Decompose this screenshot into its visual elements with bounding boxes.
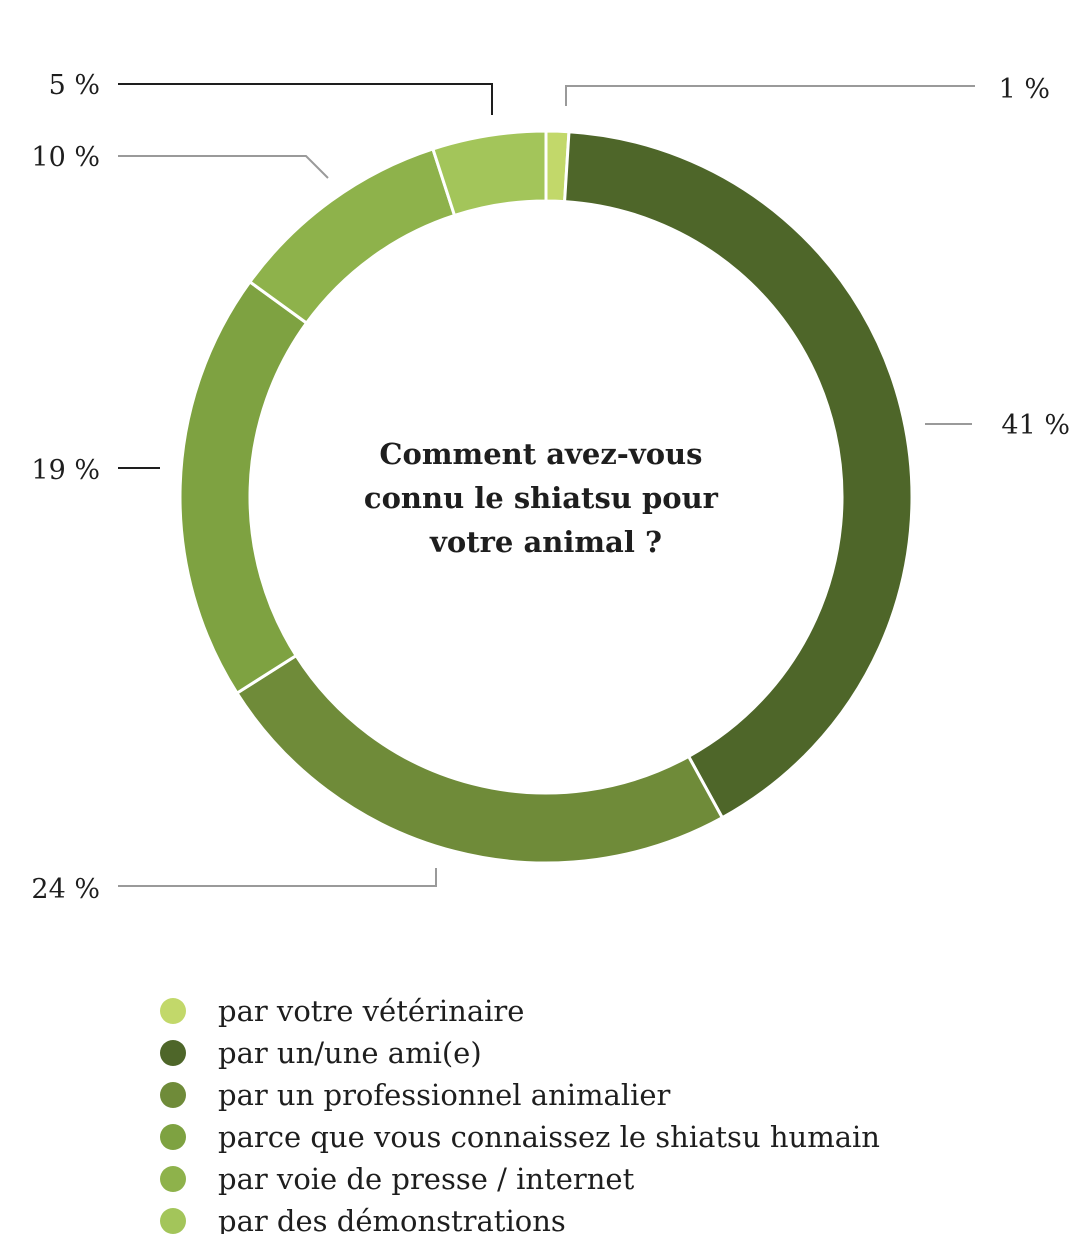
data-label: 10 %: [31, 142, 100, 173]
leader-line: [118, 868, 437, 887]
legend-swatch: [160, 1082, 186, 1108]
chart-legend: par votre vétérinaire par un/une ami(e) pa…: [160, 990, 1060, 1234]
legend-label: par voie de presse / internet: [218, 1162, 635, 1196]
donut-chart-canvas: 1 % 41 % 24 % 19 % 10 % 5 % Comment avez-vous…: [31, 70, 1070, 905]
donut-slice: [178, 279, 309, 696]
legend-item: par votre vétérinaire: [160, 990, 1060, 1032]
donut-slice: [247, 147, 457, 326]
leader-line: [118, 155, 329, 179]
chart-title: Comment avez-vous connu le shiatsu pour …: [364, 437, 728, 559]
legend-swatch: [160, 1166, 186, 1192]
leader-line: [118, 83, 493, 115]
legend-label: par un professionnel animalier: [218, 1078, 671, 1112]
legend-item: par des démonstrations: [160, 1200, 1060, 1234]
legend-swatch: [160, 1040, 186, 1066]
legend-item: par voie de presse / internet: [160, 1158, 1060, 1200]
donut-slice: [234, 653, 725, 865]
leader-line: [565, 85, 975, 106]
chart-title-line: Comment avez-vous: [379, 437, 702, 471]
legend-swatch: [160, 1208, 186, 1234]
chart-title-line: votre animal ?: [429, 525, 662, 559]
chart-title-line: connu le shiatsu pour: [364, 481, 719, 515]
legend-label: par un/une ami(e): [218, 1036, 482, 1070]
legend-item: par un/une ami(e): [160, 1032, 1060, 1074]
legend-item: par un professionnel animalier: [160, 1074, 1060, 1116]
legend-swatch: [160, 1124, 186, 1150]
legend-swatch: [160, 998, 186, 1024]
legend-label: par votre vétérinaire: [218, 994, 525, 1028]
donut-slice: [431, 129, 548, 218]
legend-label: parce que vous connaissez le shiatsu hum…: [218, 1120, 880, 1154]
legend-label: par des démonstrations: [218, 1204, 566, 1234]
data-label: 24 %: [31, 874, 100, 905]
data-label: 19 %: [31, 455, 100, 486]
data-label: 5 %: [49, 70, 100, 101]
data-label: 1 %: [999, 74, 1050, 105]
donut-slice: [562, 130, 914, 820]
data-label: 41 %: [1001, 410, 1070, 441]
legend-item: parce que vous connaissez le shiatsu hum…: [160, 1116, 1060, 1158]
